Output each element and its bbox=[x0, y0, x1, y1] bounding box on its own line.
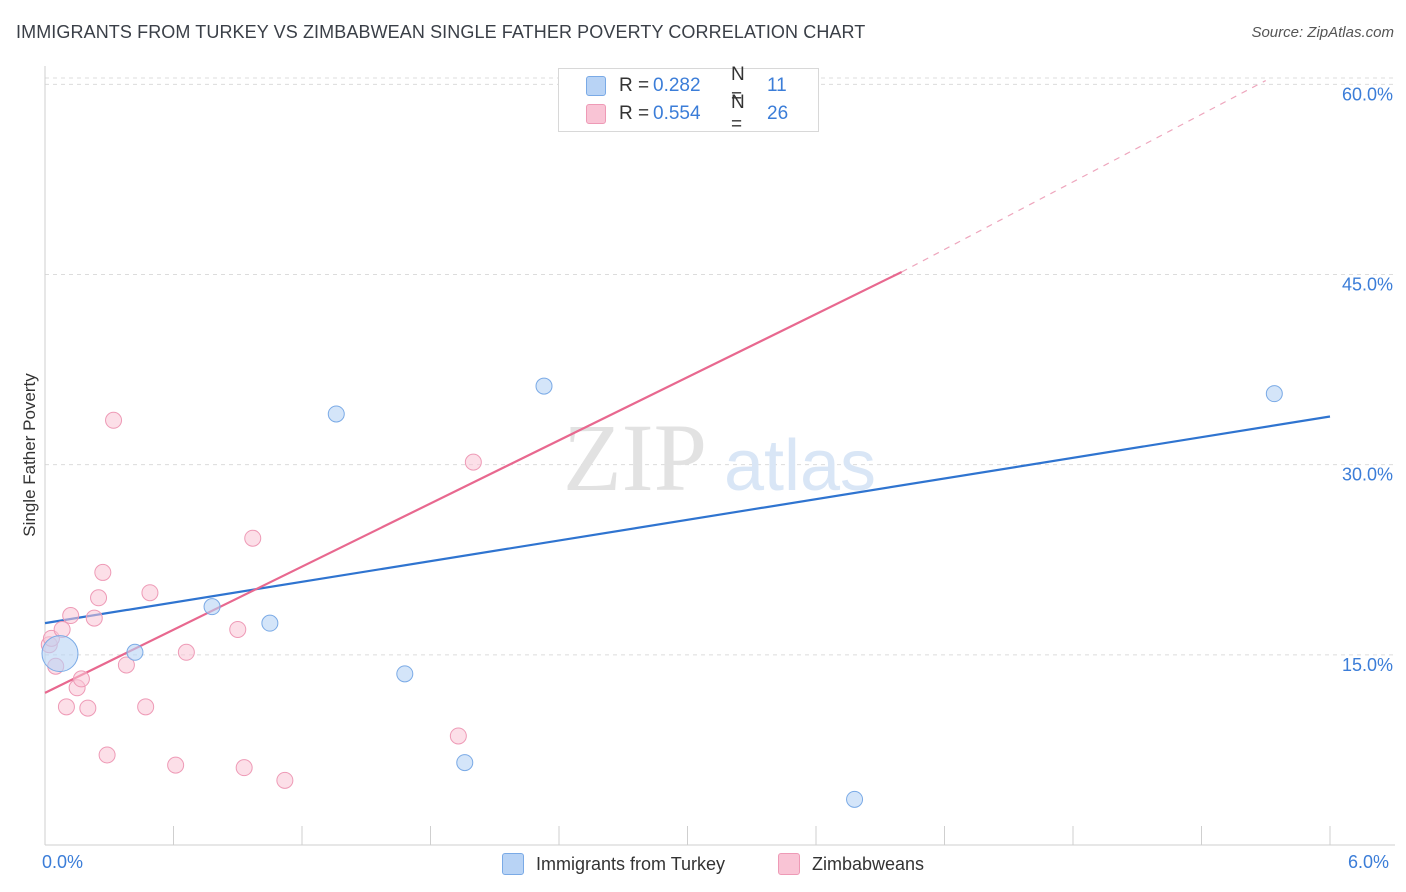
correlation-legend: R = 0.282 N = 11 R = 0.554 N = 26 bbox=[558, 64, 819, 135]
point-zimbabweans bbox=[141, 584, 159, 602]
point-zimbabweans bbox=[90, 589, 108, 607]
point-zimbabweans bbox=[62, 607, 80, 625]
point-turkey bbox=[846, 790, 864, 808]
legend-n-value-zimbabweans: 26 bbox=[767, 103, 789, 124]
legend-n-value-turkey: 11 bbox=[767, 75, 787, 96]
y-tick-labels: 15.0% 30.0% 45.0% 60.0% bbox=[1342, 84, 1393, 674]
bottom-legend-swatch-turkey bbox=[502, 853, 524, 875]
points-layer bbox=[40, 113, 1283, 808]
x-tick-label-max: 6.0% bbox=[1348, 852, 1390, 872]
point-zimbabweans bbox=[137, 698, 155, 716]
point-turkey bbox=[327, 405, 345, 423]
point-turkey bbox=[535, 377, 553, 395]
bottom-legend-label-zimbabweans: Zimbabweans bbox=[812, 853, 925, 874]
trendline-zimbabweans bbox=[44, 270, 903, 694]
point-turkey bbox=[126, 643, 144, 661]
point-zimbabweans bbox=[53, 620, 71, 638]
watermark: ZIP atlas bbox=[563, 404, 876, 511]
point-zimbabweans bbox=[79, 699, 97, 717]
point-zimbabweans bbox=[449, 727, 467, 745]
point-zimbabweans bbox=[57, 698, 75, 716]
point-zimbabweans bbox=[105, 411, 123, 429]
point-zimbabweans bbox=[229, 620, 247, 638]
point-zimbabweans bbox=[177, 643, 195, 661]
x-tick-label-min: 0.0% bbox=[42, 852, 84, 872]
axis-layer bbox=[44, 66, 1395, 846]
point-zimbabweans bbox=[98, 746, 116, 764]
grid-layer bbox=[45, 77, 1395, 656]
point-turkey-large bbox=[41, 635, 79, 673]
trendline-zimbabweans-extension bbox=[901, 80, 1267, 273]
point-zimbabweans bbox=[244, 529, 262, 547]
bottom-legend-turkey[interactable]: Immigrants from Turkey bbox=[502, 852, 725, 876]
point-zimbabweans bbox=[94, 563, 112, 581]
point-zimbabweans bbox=[85, 609, 103, 627]
point-turkey bbox=[261, 614, 279, 632]
bottom-legend-zimbabweans[interactable]: Zimbabweans bbox=[778, 852, 924, 876]
point-zimbabweans bbox=[167, 756, 185, 774]
legend-n-label: N = bbox=[731, 64, 745, 107]
legend-swatch-zimbabweans bbox=[586, 104, 606, 124]
point-zimbabweans bbox=[464, 453, 482, 471]
point-turkey bbox=[1265, 385, 1283, 403]
legend-n-label: N = bbox=[731, 92, 745, 135]
source-label: Source: ZipAtlas.com bbox=[1251, 24, 1394, 41]
legend-swatch-turkey bbox=[586, 76, 606, 96]
point-zimbabweans bbox=[72, 670, 90, 688]
y-tick-label: 60.0% bbox=[1342, 84, 1393, 104]
point-zimbabweans bbox=[276, 771, 294, 789]
bottom-legend-label-turkey: Immigrants from Turkey bbox=[536, 853, 726, 874]
point-turkey bbox=[203, 598, 221, 616]
legend-r-value-turkey: 0.282 bbox=[653, 75, 701, 96]
point-zimbabweans bbox=[117, 656, 135, 674]
chart-title: IMMIGRANTS FROM TURKEY VS ZIMBABWEAN SIN… bbox=[16, 22, 866, 42]
y-tick-label: 45.0% bbox=[1342, 275, 1393, 295]
point-zimbabweans bbox=[235, 759, 253, 777]
y-tick-label: 30.0% bbox=[1342, 465, 1393, 485]
legend-r-label: R = bbox=[619, 103, 650, 124]
watermark-zip: ZIP bbox=[563, 404, 707, 511]
legend-r-value-zimbabweans: 0.554 bbox=[653, 103, 701, 124]
point-turkey bbox=[396, 665, 414, 683]
bottom-legend-swatch-zimbabweans bbox=[778, 853, 800, 875]
trend-layer bbox=[44, 80, 1331, 694]
legend-r-label: R = bbox=[619, 75, 650, 96]
y-tick-label: 15.0% bbox=[1342, 655, 1393, 675]
point-turkey bbox=[456, 754, 474, 772]
